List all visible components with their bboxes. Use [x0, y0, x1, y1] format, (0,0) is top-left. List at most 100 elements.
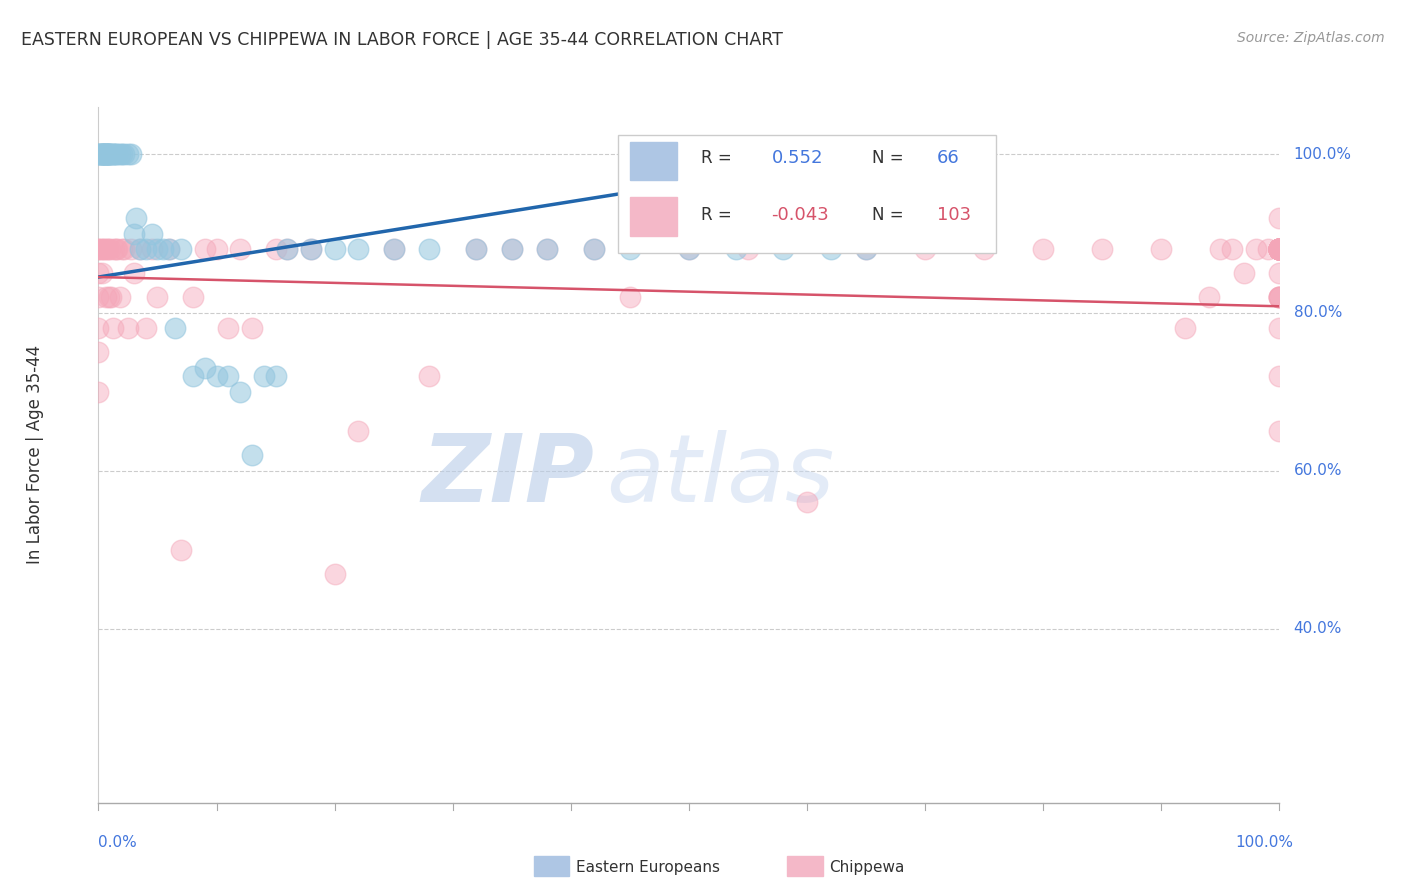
Point — [382, 243, 405, 257]
Text: R =: R = — [700, 206, 731, 224]
Point — [105, 243, 128, 257]
Point — [97, 243, 120, 257]
Point — [1268, 243, 1291, 257]
Point — [264, 368, 287, 383]
Point — [1268, 243, 1291, 257]
Point — [1257, 243, 1279, 257]
Text: 100.0%: 100.0% — [1294, 147, 1351, 162]
Point — [1268, 211, 1291, 225]
Point — [418, 243, 440, 257]
Point — [678, 243, 700, 257]
Point — [100, 290, 122, 304]
Point — [725, 243, 748, 257]
Point — [205, 243, 228, 257]
Text: Chippewa: Chippewa — [830, 860, 905, 874]
Point — [347, 424, 370, 438]
Point — [1268, 290, 1291, 304]
Point — [914, 243, 936, 257]
Point — [465, 243, 488, 257]
Point — [170, 542, 193, 557]
Point — [91, 147, 114, 161]
Point — [1198, 290, 1220, 304]
Point — [97, 147, 120, 161]
Point — [1268, 243, 1291, 257]
Point — [87, 147, 110, 161]
Text: EASTERN EUROPEAN VS CHIPPEWA IN LABOR FORCE | AGE 35-44 CORRELATION CHART: EASTERN EUROPEAN VS CHIPPEWA IN LABOR FO… — [21, 31, 783, 49]
Point — [96, 147, 118, 161]
Point — [1268, 243, 1291, 257]
Point — [973, 243, 995, 257]
Point — [98, 147, 121, 161]
Point — [1268, 243, 1291, 257]
Point — [1268, 424, 1291, 438]
Point — [1268, 243, 1291, 257]
Point — [90, 147, 112, 161]
FancyBboxPatch shape — [630, 197, 678, 235]
Point — [152, 243, 174, 257]
Point — [94, 290, 117, 304]
Point — [96, 147, 118, 161]
FancyBboxPatch shape — [619, 135, 995, 253]
Point — [619, 243, 641, 257]
Point — [619, 290, 641, 304]
Point — [1244, 243, 1267, 257]
Point — [855, 243, 877, 257]
Point — [101, 321, 124, 335]
Text: 80.0%: 80.0% — [1294, 305, 1341, 320]
Text: N =: N = — [872, 149, 904, 167]
Point — [217, 368, 239, 383]
Point — [108, 147, 131, 161]
Point — [87, 266, 110, 280]
Point — [1268, 243, 1291, 257]
Point — [1209, 243, 1232, 257]
Point — [1268, 243, 1291, 257]
Point — [165, 321, 187, 335]
Text: -0.043: -0.043 — [772, 206, 830, 224]
Point — [240, 448, 263, 462]
Point — [820, 243, 842, 257]
Point — [105, 243, 128, 257]
Point — [87, 147, 110, 161]
Point — [87, 384, 110, 399]
Point — [170, 243, 193, 257]
Point — [87, 243, 110, 257]
Point — [1268, 290, 1291, 304]
Point — [1268, 243, 1291, 257]
Point — [93, 243, 115, 257]
Point — [194, 361, 217, 376]
Text: 40.0%: 40.0% — [1294, 622, 1341, 636]
Point — [1174, 321, 1197, 335]
Point — [1268, 243, 1291, 257]
Point — [1268, 243, 1291, 257]
Point — [112, 147, 135, 161]
Point — [91, 243, 114, 257]
Point — [87, 243, 110, 257]
Point — [91, 147, 114, 161]
Point — [98, 147, 121, 161]
Point — [122, 266, 145, 280]
Point — [90, 243, 112, 257]
Point — [181, 368, 204, 383]
Point — [181, 290, 204, 304]
Text: N =: N = — [872, 206, 904, 224]
Point — [93, 147, 115, 161]
Point — [1233, 266, 1256, 280]
Point — [112, 243, 135, 257]
Point — [217, 321, 239, 335]
Point — [194, 243, 217, 257]
Text: 0.552: 0.552 — [772, 149, 823, 167]
Point — [108, 290, 131, 304]
Point — [796, 495, 818, 509]
Point — [98, 147, 121, 161]
Point — [97, 147, 120, 161]
Point — [135, 321, 157, 335]
Point — [141, 243, 163, 257]
Point — [141, 227, 163, 241]
Point — [382, 243, 405, 257]
Text: 60.0%: 60.0% — [1294, 463, 1341, 478]
Point — [1268, 243, 1291, 257]
Point — [240, 321, 263, 335]
Point — [117, 321, 139, 335]
Point — [1268, 243, 1291, 257]
Point — [103, 243, 125, 257]
